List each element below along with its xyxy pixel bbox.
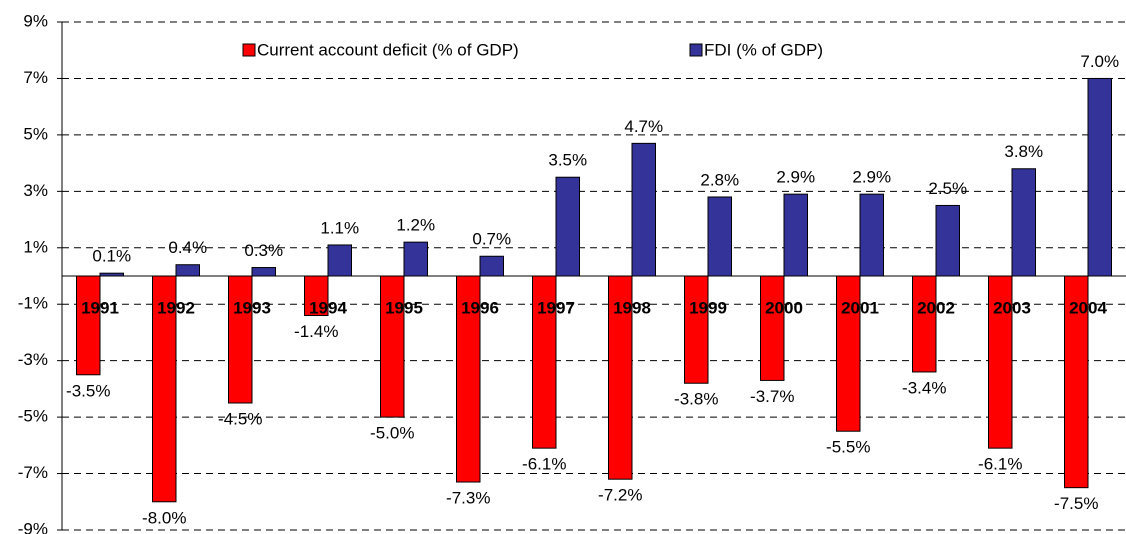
bar [555, 176, 580, 277]
bar [175, 264, 200, 277]
data-label: 3.8% [1004, 142, 1043, 161]
y-tick-label: -3% [18, 350, 48, 369]
data-label: -7.2% [598, 486, 642, 505]
bar [783, 193, 808, 277]
x-tick-label: 2004 [1069, 298, 1107, 317]
bar [403, 241, 428, 277]
data-label: 1.1% [320, 218, 359, 237]
data-label: -3.8% [674, 390, 718, 409]
data-label: 3.5% [548, 151, 587, 170]
bar [760, 275, 785, 381]
bar [707, 196, 732, 277]
data-label: 2.8% [700, 170, 739, 189]
data-label: -5.5% [826, 438, 870, 457]
x-tick-label: 2002 [917, 298, 955, 317]
x-tick-label: 1997 [537, 298, 575, 317]
y-tick-label: 7% [23, 68, 48, 87]
data-label: 4.7% [624, 117, 663, 136]
x-tick-label: 1992 [157, 298, 195, 317]
y-tick-label: -7% [18, 463, 48, 482]
data-label: -3.4% [902, 378, 946, 397]
data-label: -6.1% [522, 455, 566, 474]
x-tick-label: 2003 [993, 298, 1031, 317]
data-label: -3.7% [750, 387, 794, 406]
data-label: 0.3% [244, 241, 283, 260]
y-tick-label: -1% [18, 294, 48, 313]
data-label: -3.5% [66, 381, 110, 400]
y-tick-label: -5% [18, 407, 48, 426]
bar [912, 275, 937, 373]
data-label: -8.0% [142, 508, 186, 527]
x-tick-label: 1993 [233, 298, 271, 317]
y-tick-label: 1% [23, 237, 48, 256]
y-tick-label: 9% [23, 11, 48, 30]
x-tick-label: 1998 [613, 298, 651, 317]
data-label: -7.5% [1054, 494, 1098, 513]
bar [684, 275, 709, 384]
x-tick-label: 1995 [385, 298, 423, 317]
y-tick-label: 3% [23, 181, 48, 200]
bar [380, 275, 405, 418]
bar [631, 142, 656, 277]
bar [76, 275, 101, 376]
data-label: 0.4% [168, 238, 207, 257]
data-label: 0.1% [92, 247, 131, 266]
legend-label: FDI (% of GDP) [704, 40, 823, 59]
legend-label: Current account deficit (% of GDP) [257, 40, 519, 59]
data-label: 7.0% [1080, 52, 1119, 71]
bar [859, 193, 884, 277]
legend-swatch [689, 43, 703, 57]
x-tick-label: 1999 [689, 298, 727, 317]
bar [1011, 168, 1036, 277]
data-label: 0.7% [472, 230, 511, 249]
data-label: -1.4% [294, 322, 338, 341]
data-label: 1.2% [396, 216, 435, 235]
data-label: -4.5% [218, 409, 262, 428]
bar [935, 204, 960, 277]
bar [1087, 77, 1112, 277]
bar [251, 267, 276, 277]
x-tick-label: 2001 [841, 298, 879, 317]
y-tick-label: 5% [23, 124, 48, 143]
bar [228, 275, 253, 404]
legend-swatch [242, 43, 256, 57]
x-tick-label: 2000 [765, 298, 803, 317]
bar [479, 255, 504, 277]
data-label: 2.5% [928, 179, 967, 198]
x-tick-label: 1991 [81, 298, 119, 317]
data-label: 2.9% [852, 168, 891, 187]
data-label: 2.9% [776, 168, 815, 187]
bar [327, 244, 352, 277]
y-tick-label: -9% [18, 519, 48, 534]
data-label: -5.0% [370, 424, 414, 443]
data-label: -7.3% [446, 489, 490, 508]
x-tick-label: 1996 [461, 298, 499, 317]
data-label: -6.1% [978, 455, 1022, 474]
x-tick-label: 1994 [309, 298, 347, 317]
